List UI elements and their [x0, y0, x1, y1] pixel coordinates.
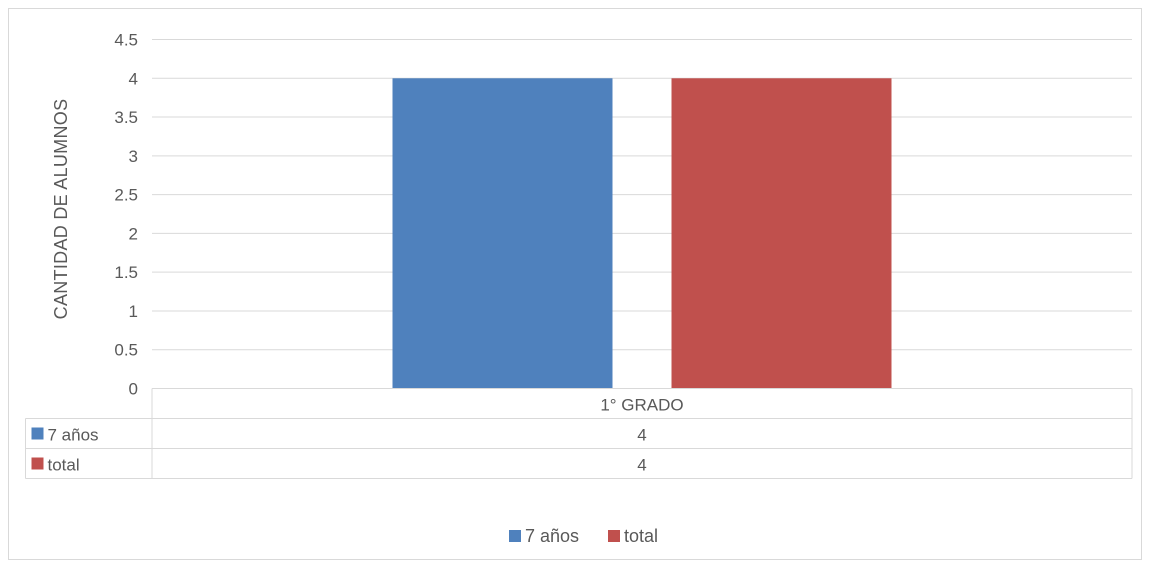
y-tick-label: 0.5	[114, 341, 138, 360]
y-tick-label: 3.5	[114, 108, 138, 127]
bar-series-1	[392, 78, 613, 389]
table-series-name: 7 años	[48, 426, 99, 445]
bars	[392, 78, 892, 389]
y-tick-label: 1.5	[114, 263, 138, 282]
y-tick-label: 1	[129, 302, 138, 321]
legend-key-2	[608, 530, 620, 542]
data-table: 1° GRADO 7 años 4 total 4	[25, 388, 1133, 479]
y-tick-label: 2	[129, 224, 138, 243]
table-value: 4	[637, 426, 646, 445]
chart-frame: 0 0.5 1 1.5 2 2.5 3 3.5 4 4.5 CANTIDAD DE ALUMNOS…	[8, 8, 1142, 560]
table-value: 4	[637, 456, 646, 475]
y-tick-label: 2.5	[114, 186, 138, 205]
table-legend-key	[31, 427, 44, 440]
table-category-header: 1° GRADO	[600, 396, 683, 415]
y-tick-label: 4.5	[114, 31, 138, 50]
legend-label-1: 7 años	[525, 526, 579, 546]
y-tick-label: 4	[129, 69, 138, 88]
bar-chart: 0 0.5 1 1.5 2 2.5 3 3.5 4 4.5 CANTIDAD DE ALUMNOS…	[25, 31, 1133, 546]
bar-series-2	[671, 78, 892, 389]
y-tick-label: 0	[129, 380, 138, 399]
y-tick-labels: 0 0.5 1 1.5 2 2.5 3 3.5 4 4.5	[114, 31, 138, 399]
table-legend-key	[31, 457, 44, 470]
y-axis-title: CANTIDAD DE ALUMNOS	[51, 99, 71, 320]
gridlines	[152, 39, 1132, 389]
legend-key-1	[509, 530, 521, 542]
y-tick-label: 3	[129, 147, 138, 166]
table-series-name: total	[48, 456, 80, 475]
legend-label-2: total	[624, 526, 658, 546]
legend: 7 años total	[509, 526, 658, 546]
